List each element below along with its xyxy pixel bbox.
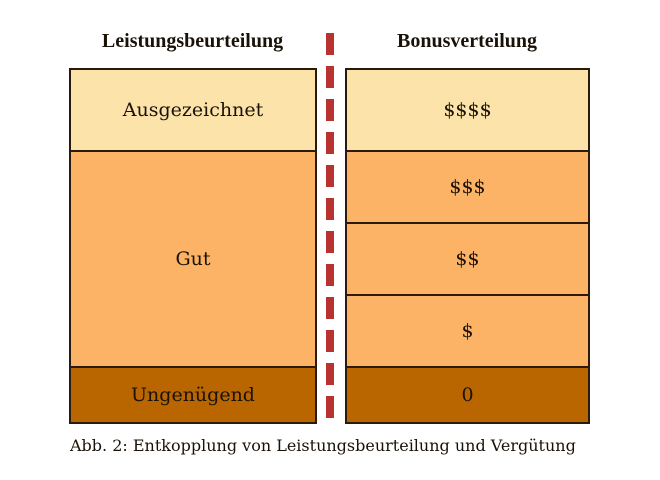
bonus-1: $ <box>347 296 588 368</box>
bonus-column: $$$$ $$$ $$ $ 0 <box>345 68 590 424</box>
rating-insufficient: Ungenügend <box>71 368 315 422</box>
bonus-0: 0 <box>347 368 588 422</box>
bonus-2: $$ <box>347 224 588 296</box>
performance-column: Ausgezeichnet Gut Ungenügend <box>69 68 317 424</box>
bonus-4: $$$$ <box>347 70 588 152</box>
left-title: Leistungsbeurteilung <box>101 30 284 52</box>
rating-good: Gut <box>71 152 315 368</box>
dashed-divider <box>326 33 334 423</box>
right-title: Bonusverteilung <box>396 30 538 52</box>
rating-excellent: Ausgezeichnet <box>71 70 315 152</box>
bonus-3: $$$ <box>347 152 588 224</box>
figure-caption: Abb. 2: Entkopplung von Leistungsbeurtei… <box>70 436 576 455</box>
